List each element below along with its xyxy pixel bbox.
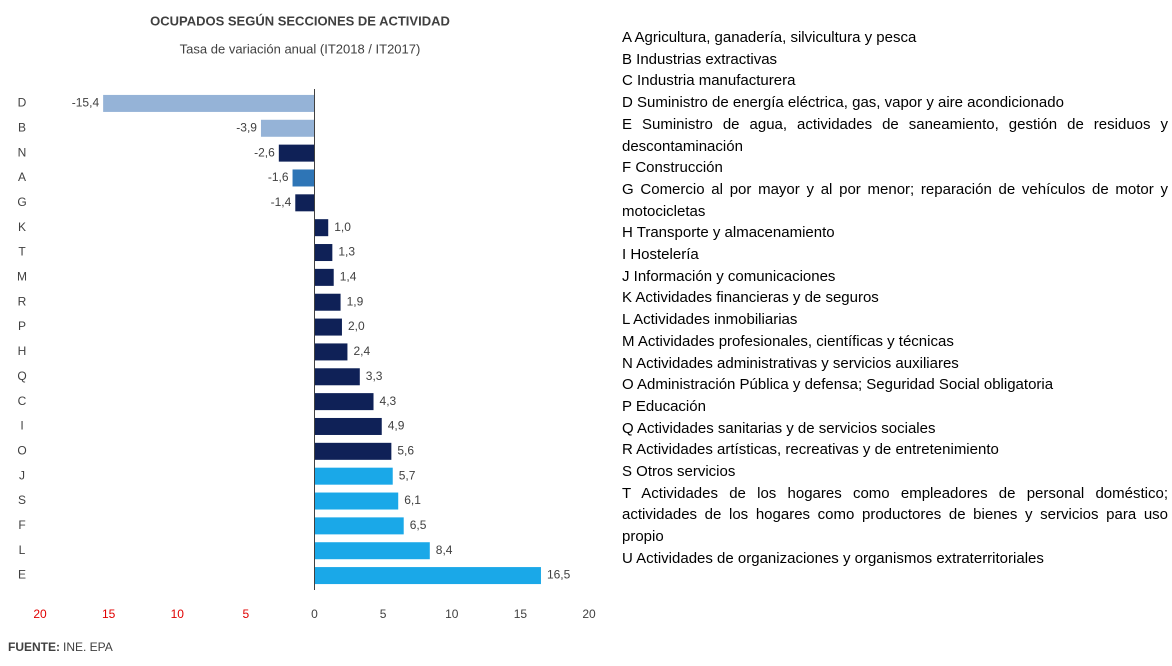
section-item: T Actividades de los hogares como emplea…: [622, 484, 1168, 546]
y-tick-label: Q: [17, 369, 26, 383]
source-text: INE. EPA: [63, 640, 113, 654]
bar: [314, 368, 360, 386]
y-tick-label: K: [18, 220, 26, 234]
section-item: C Industria manufacturera: [622, 72, 796, 90]
x-tick-label: 20: [582, 607, 596, 621]
section-item: E Suministro de agua, actividades de san…: [622, 115, 1168, 155]
y-tick-label: J: [19, 468, 25, 482]
y-tick-label: D: [18, 96, 27, 110]
y-tick-label: H: [18, 344, 27, 358]
bar: [295, 194, 315, 212]
y-tick-label: L: [19, 543, 26, 557]
section-item: N Actividades administrativas y servicio…: [622, 354, 959, 372]
section-item: R Actividades artísticas, recreativas y …: [622, 441, 999, 459]
data-label: 2,0: [348, 319, 365, 333]
section-item: B Industrias extractivas: [622, 50, 778, 68]
section-item: I Hostelería: [622, 246, 699, 264]
section-item: J Información y comunicaciones: [622, 267, 836, 285]
y-tick-label: F: [18, 518, 25, 532]
bar: [314, 517, 404, 535]
bar: [314, 567, 541, 585]
y-tick-label: N: [18, 145, 27, 159]
bar: [314, 467, 393, 485]
bar: [292, 169, 315, 187]
section-list: A Agricultura, ganadería, silvicultura y…: [622, 27, 1168, 570]
data-label: 6,1: [404, 493, 421, 507]
data-label: 1,3: [338, 245, 355, 259]
y-tick-label: B: [18, 120, 26, 134]
y-tick-label: C: [18, 394, 27, 408]
data-label: -3,9: [236, 120, 257, 134]
bar: [314, 343, 348, 361]
section-item: S Otros servicios: [622, 463, 736, 481]
y-tick-label: A: [18, 170, 26, 184]
bar: [314, 442, 392, 460]
x-tick-label: 5: [380, 607, 387, 621]
data-label: -1,4: [271, 195, 292, 209]
y-tick-label: P: [18, 319, 26, 333]
data-label: -1,6: [268, 170, 289, 184]
source-label: FUENTE:: [8, 640, 60, 654]
data-label: 1,4: [340, 270, 357, 284]
chart-title: OCUPADOS SEGÚN SECCIONES DE ACTIVIDAD: [150, 13, 450, 28]
data-label: -15,4: [72, 96, 100, 110]
y-tick-label: I: [20, 419, 23, 433]
source: FUENTE: INE. EPA: [8, 640, 113, 654]
x-tick-label: 10: [171, 607, 185, 621]
data-label: 4,9: [388, 419, 405, 433]
bar: [314, 219, 329, 237]
y-tick-label: M: [17, 270, 27, 284]
x-tick-label: 15: [102, 607, 116, 621]
x-tick-label: 10: [445, 607, 459, 621]
data-label: 5,6: [397, 443, 414, 457]
x-tick-label: 5: [243, 607, 250, 621]
y-tick-label: E: [18, 568, 26, 582]
chart: OCUPADOS SEGÚN SECCIONES DE ACTIVIDAD Ta…: [8, 13, 596, 654]
data-label: 3,3: [366, 369, 383, 383]
section-item: K Actividades financieras y de seguros: [622, 289, 879, 307]
x-tick-label: 20: [33, 607, 47, 621]
x-tick-label: 0: [311, 607, 318, 621]
bar: [314, 393, 374, 411]
chart-subtitle: Tasa de variación anual (IT2018 / IT2017…: [180, 41, 421, 56]
bar: [314, 244, 333, 262]
section-item: M Actividades profesionales, científicas…: [622, 332, 954, 350]
bar: [314, 417, 382, 435]
data-label: 16,5: [547, 568, 571, 582]
y-tick-label: O: [17, 443, 26, 457]
section-item: L Actividades inmobiliarias: [622, 311, 798, 329]
bar: [314, 318, 342, 336]
bar: [314, 492, 399, 510]
bar: [260, 119, 315, 137]
section-item: Q Actividades sanitarias y de servicios …: [622, 419, 936, 437]
data-label: 1,0: [334, 220, 351, 234]
section-item: F Construcción: [622, 159, 723, 177]
y-tick-label: S: [18, 493, 26, 507]
data-label: -2,6: [254, 145, 275, 159]
data-label: 4,3: [380, 394, 397, 408]
data-label: 6,5: [410, 518, 427, 532]
bar: [314, 293, 341, 311]
section-item: G Comercio al por mayor y al por menor; …: [622, 180, 1168, 220]
data-label: 2,4: [353, 344, 370, 358]
y-tick-label: G: [17, 195, 26, 209]
section-item: O Administración Pública y defensa; Segu…: [622, 376, 1054, 394]
y-tick-label: R: [18, 294, 27, 308]
section-item: P Educación: [622, 397, 706, 415]
section-item: D Suministro de energía eléctrica, gas, …: [622, 94, 1064, 112]
x-tick-label: 15: [514, 607, 528, 621]
data-label: 8,4: [436, 543, 453, 557]
bar: [278, 144, 315, 162]
section-item: H Transporte y almacenamiento: [622, 224, 835, 242]
data-label: 5,7: [399, 468, 416, 482]
section-item: U Actividades de organizaciones y organi…: [622, 549, 1044, 567]
data-label: 1,9: [347, 294, 364, 308]
y-tick-label: T: [18, 245, 26, 259]
bar: [314, 542, 430, 560]
section-item: A Agricultura, ganadería, silvicultura y…: [622, 29, 917, 46]
bar: [314, 268, 334, 286]
bar: [103, 94, 315, 112]
